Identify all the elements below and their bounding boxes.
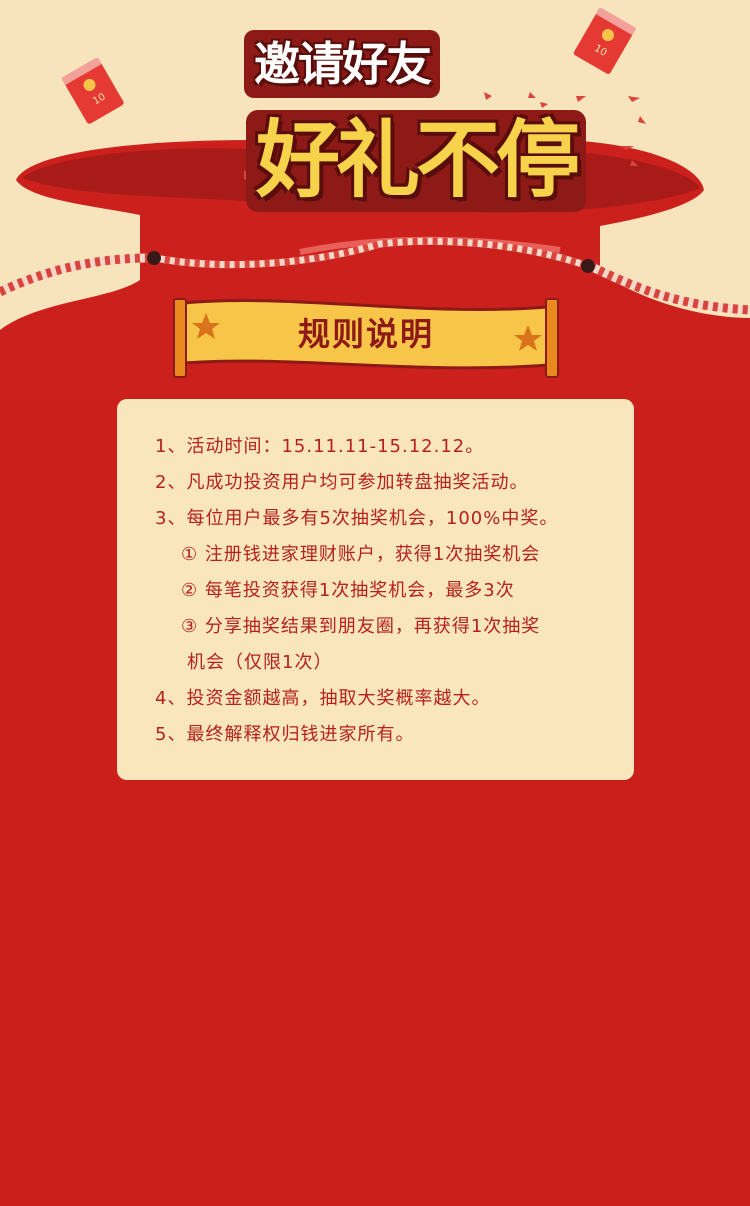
hero-title-gifts: 好礼不停 <box>246 110 587 212</box>
scroll-banner-shape <box>173 298 559 378</box>
star-icon <box>192 313 220 339</box>
star-icon <box>514 325 542 351</box>
rule-sub-item: ③ 分享抽奖结果到朋友圈，再获得1次抽奖 <box>181 616 541 637</box>
rule-item: 2、凡成功投资用户均可参加转盘抽奖活动。 <box>155 472 529 493</box>
red-envelope-icon: 10 <box>61 58 124 124</box>
hero-title-invite: 邀请好友 <box>244 30 440 98</box>
red-envelope-icon: 10 <box>573 8 637 74</box>
rule-item: 4、投资金额越高，抽取大奖概率越大。 <box>155 688 491 709</box>
rule-sub-item: ① 注册钱进家理财账户，获得1次抽奖机会 <box>181 544 541 565</box>
rules-banner: 规则说明 <box>170 295 562 381</box>
rules-list: 1、活动时间：15.11.11-15.12.12。 2、凡成功投资用户均可参加转… <box>155 429 625 753</box>
rule-item: 5、最终解释权归钱进家所有。 <box>155 724 415 745</box>
rule-item: 1、活动时间：15.11.11-15.12.12。 <box>155 436 485 457</box>
rule-item: 3、每位用户最多有5次抽奖机会，100%中奖。 <box>155 508 559 529</box>
rules-banner-title: 规则说明 <box>297 315 434 353</box>
rules-card: 1、活动时间：15.11.11-15.12.12。 2、凡成功投资用户均可参加转… <box>117 399 634 780</box>
rule-sub-item: ② 每笔投资获得1次抽奖机会，最多3次 <box>181 580 515 601</box>
rule-sub-item-continued: 机会（仅限1次） <box>187 652 333 673</box>
hero-illustration: 10 10 邀请好友 好礼不停 <box>0 0 750 400</box>
